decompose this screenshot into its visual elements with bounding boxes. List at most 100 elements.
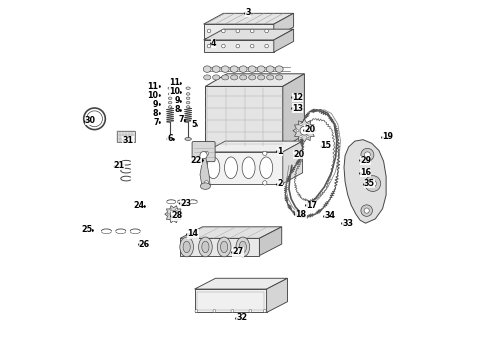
Circle shape <box>204 151 209 156</box>
Ellipse shape <box>224 157 238 179</box>
Text: 14: 14 <box>187 230 198 239</box>
Ellipse shape <box>198 237 212 257</box>
Polygon shape <box>205 141 303 152</box>
Ellipse shape <box>212 66 220 72</box>
Text: 35: 35 <box>364 179 375 188</box>
Ellipse shape <box>257 66 265 72</box>
Text: 26: 26 <box>139 240 150 248</box>
Polygon shape <box>180 238 259 256</box>
Polygon shape <box>165 206 183 223</box>
Text: 10: 10 <box>147 91 159 100</box>
Ellipse shape <box>239 241 246 253</box>
Circle shape <box>250 44 254 48</box>
Ellipse shape <box>183 241 190 253</box>
Circle shape <box>296 130 298 132</box>
Polygon shape <box>259 227 282 256</box>
Ellipse shape <box>204 75 211 80</box>
Text: 27: 27 <box>232 248 244 256</box>
Ellipse shape <box>186 93 190 95</box>
Ellipse shape <box>207 157 220 179</box>
Text: 9: 9 <box>175 96 180 105</box>
Ellipse shape <box>186 102 190 104</box>
Circle shape <box>200 152 207 159</box>
Circle shape <box>204 181 209 185</box>
Circle shape <box>250 29 254 33</box>
Circle shape <box>249 310 252 312</box>
Circle shape <box>300 135 302 138</box>
Text: 30: 30 <box>85 116 96 125</box>
Text: 16: 16 <box>360 168 371 177</box>
Ellipse shape <box>186 97 190 100</box>
Polygon shape <box>283 141 303 184</box>
Text: 2: 2 <box>277 179 283 188</box>
Circle shape <box>361 205 372 216</box>
Ellipse shape <box>260 157 273 179</box>
Ellipse shape <box>168 87 172 89</box>
Ellipse shape <box>186 106 190 108</box>
Circle shape <box>263 310 266 312</box>
Circle shape <box>365 176 381 192</box>
Text: 29: 29 <box>360 156 371 165</box>
Polygon shape <box>205 74 304 86</box>
Circle shape <box>207 44 211 48</box>
Text: 11: 11 <box>169 78 180 87</box>
Ellipse shape <box>236 237 250 257</box>
Circle shape <box>361 148 374 161</box>
Text: 23: 23 <box>180 199 191 208</box>
Ellipse shape <box>200 183 210 189</box>
Ellipse shape <box>221 75 229 80</box>
Circle shape <box>221 29 225 33</box>
Text: 3: 3 <box>245 8 250 17</box>
Text: 34: 34 <box>324 211 335 220</box>
Text: 31: 31 <box>122 136 134 145</box>
Text: 10: 10 <box>169 87 180 96</box>
Text: 9: 9 <box>153 100 159 109</box>
Text: 8: 8 <box>153 109 159 118</box>
Ellipse shape <box>275 75 283 80</box>
Ellipse shape <box>240 75 247 80</box>
Circle shape <box>170 218 172 220</box>
Circle shape <box>207 29 211 33</box>
Ellipse shape <box>213 75 220 80</box>
Ellipse shape <box>217 237 231 257</box>
Ellipse shape <box>185 138 192 140</box>
Polygon shape <box>204 29 294 40</box>
Circle shape <box>307 123 309 126</box>
Polygon shape <box>293 119 316 142</box>
Circle shape <box>213 310 216 312</box>
Ellipse shape <box>220 241 228 253</box>
Ellipse shape <box>169 102 172 104</box>
Bar <box>197 292 265 310</box>
Ellipse shape <box>186 87 190 89</box>
Ellipse shape <box>202 241 209 253</box>
Ellipse shape <box>248 66 256 72</box>
Text: 24: 24 <box>133 202 144 210</box>
Circle shape <box>171 211 177 217</box>
Circle shape <box>221 44 225 48</box>
Circle shape <box>300 126 309 135</box>
Text: 12: 12 <box>292 93 303 102</box>
Ellipse shape <box>258 75 265 80</box>
Polygon shape <box>344 140 386 223</box>
Polygon shape <box>195 278 288 289</box>
Circle shape <box>236 29 240 33</box>
Text: 7: 7 <box>153 118 159 127</box>
Circle shape <box>263 151 267 156</box>
Polygon shape <box>204 24 274 38</box>
Text: 7: 7 <box>178 115 184 124</box>
Text: 32: 32 <box>236 313 247 322</box>
Ellipse shape <box>169 97 172 100</box>
Ellipse shape <box>267 75 274 80</box>
Circle shape <box>263 181 267 185</box>
Text: 11: 11 <box>147 82 159 91</box>
Polygon shape <box>180 227 282 238</box>
Text: 19: 19 <box>382 132 393 141</box>
FancyBboxPatch shape <box>192 141 215 162</box>
Polygon shape <box>205 86 283 148</box>
Polygon shape <box>274 13 294 38</box>
Ellipse shape <box>180 237 194 257</box>
Circle shape <box>369 180 376 187</box>
Text: 21: 21 <box>114 161 125 170</box>
Ellipse shape <box>230 66 238 72</box>
Polygon shape <box>274 29 294 52</box>
